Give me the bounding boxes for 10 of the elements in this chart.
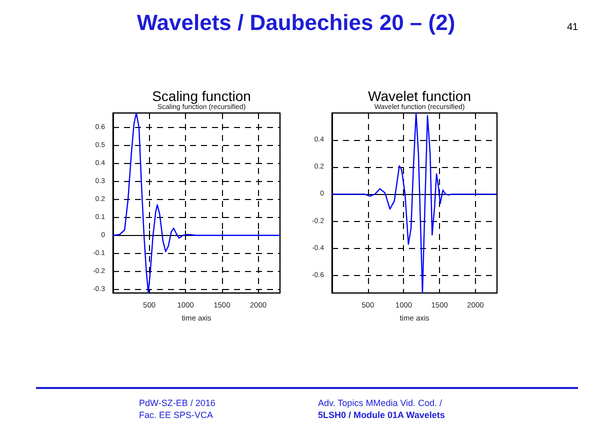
text: 5LSH0 / Module 01A Wavelets [318, 410, 445, 420]
text: 41 [567, 22, 578, 33]
chart-title: Wavelet function [368, 88, 471, 104]
text: Wavelets / Daubechies 20 – (2) [136, 10, 456, 36]
line-series [331, 112, 498, 294]
text: Fac. EE SPS-VCA [139, 410, 214, 420]
chart-title: Scaling function [152, 88, 251, 104]
text: Adv. Topics MMedia Vid. Cod. / [318, 398, 442, 408]
text: PdW-SZ-EB / 2016 [139, 398, 216, 408]
line-series [112, 112, 281, 294]
